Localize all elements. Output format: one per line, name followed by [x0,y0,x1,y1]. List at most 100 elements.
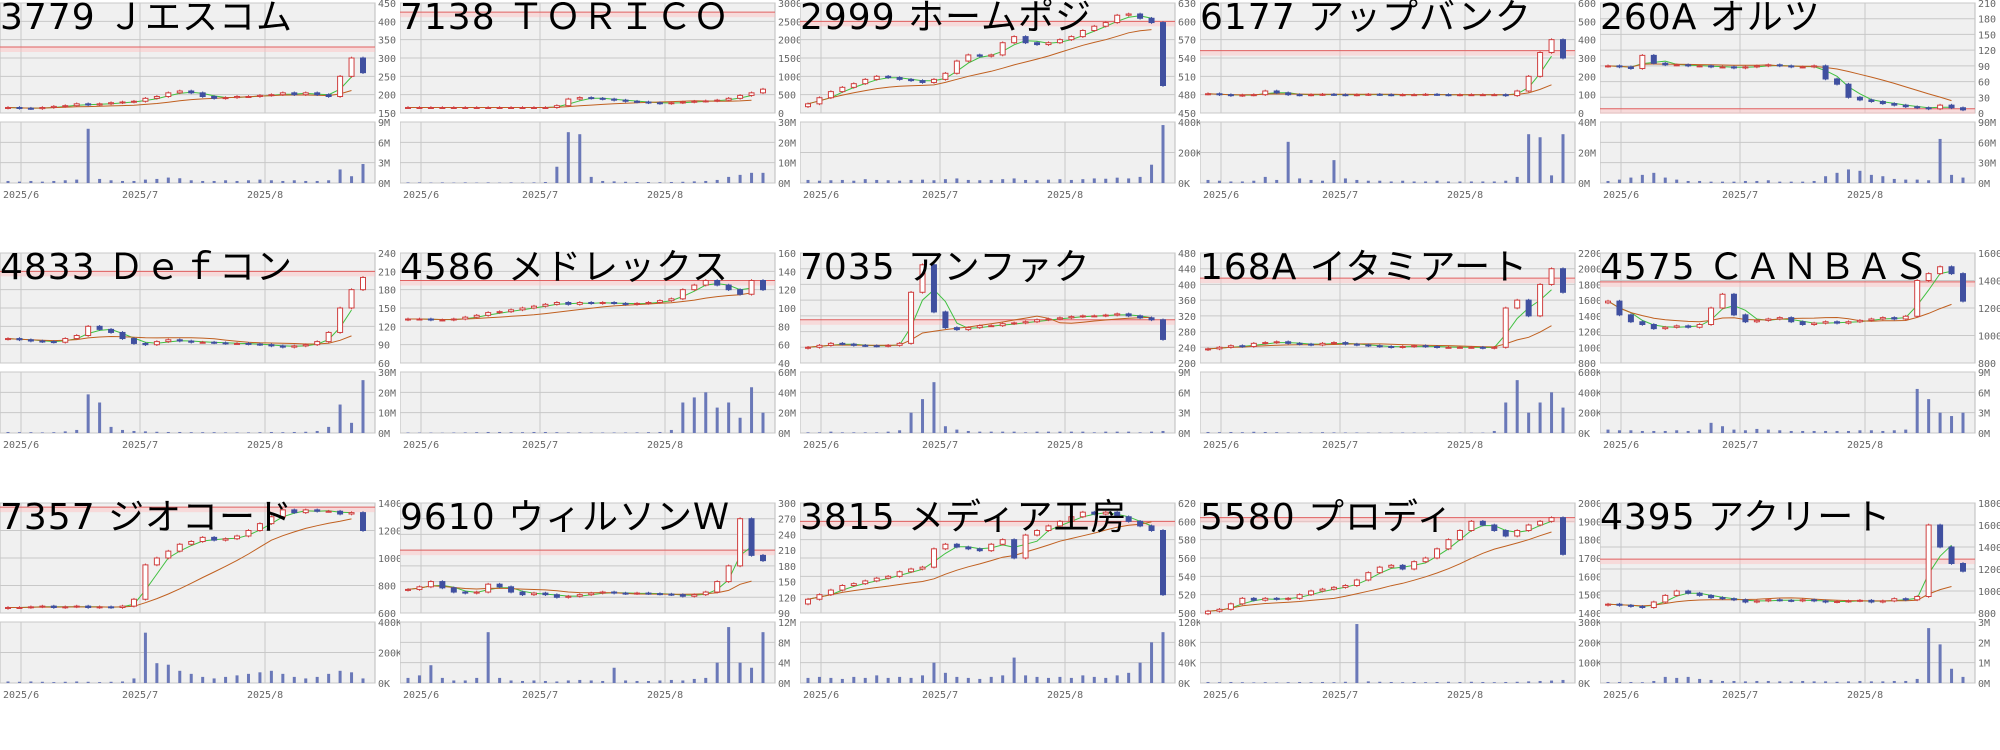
candle-body [1388,564,1395,568]
candle [1330,586,1337,591]
stock-chart[interactable]: 160 140 120 100 80 60 40 60M 40M 20M 0M 2025/6 2025/… [400,248,800,500]
stock-chart[interactable]: 1600 1400 1200 1000 800 9M 6M 3M 0M 2025/6 2025/7 2… [1600,248,2000,500]
candle [1627,65,1634,70]
candle [176,89,183,95]
stock-chart[interactable]: 1400 1200 1000 800 600 400K 200K 0K 2025/6 2025/7… [0,498,400,750]
candle-body [1730,598,1737,601]
stock-chart[interactable]: 620 600 580 560 540 520 500 120K 80K 40K 0K 2025/6 2… [800,498,1200,750]
candle [1696,323,1703,329]
candle-body [656,593,663,596]
candle-body [1639,605,1646,609]
candle-body [999,539,1006,545]
candle [234,95,241,99]
candle [1273,597,1280,601]
price-tick-label: 100 [1578,91,1596,102]
ma-long-line [807,29,1152,105]
candle [942,71,949,81]
volume-bar [1024,675,1028,683]
candle [1948,265,1955,275]
stock-chart[interactable]: 450 400 350 300 250 200 150 9M 6M 3M 0M 2025/6 2025/… [0,0,400,250]
candle [1034,318,1041,324]
volume-bar [1550,392,1554,433]
price-tick-label: 1600 [1578,296,1600,307]
price-tick-label: 630 [1178,0,1196,10]
candle-body [1879,317,1886,320]
volume-bar [1024,432,1028,433]
candle [1914,105,1921,110]
candle-body [199,92,206,98]
volume-bar [1263,176,1267,183]
candle [360,56,366,74]
volume-bar [269,180,273,183]
date-tick-label: 2025/7 [1322,190,1358,201]
stock-chart[interactable]: 300 270 240 210 180 150 120 90 12M 8M 4M 0M 2025/6 20… [400,498,800,750]
stock-chart[interactable]: 2200 2000 1800 1600 1400 1200 1000 800 600K 400K 2… [1200,248,1600,500]
candle [1491,345,1498,350]
stock-chart[interactable]: 2000 1900 1800 1700 1600 1500 1400 300K 200K 100K… [1200,498,1600,750]
volume-bar [829,180,833,183]
stock-chart[interactable]: 480 440 400 360 320 280 240 200 9M 6M 3M 0M 2025/6 20… [800,248,1200,500]
volume-tick-label: 6M [1978,388,1990,399]
volume-bar [1092,178,1096,183]
stock-chart[interactable]: 240 210 180 150 120 90 60 30M 20M 10M 0M 2025/6 2025… [0,248,400,500]
candle-body [976,548,983,552]
candle [1914,595,1921,602]
volume-bar [1150,431,1154,433]
candle-body [302,509,309,514]
candle-body [919,80,926,83]
candle-body [1673,590,1680,596]
volume-bar [1343,681,1347,683]
candle-body [16,107,23,109]
candle-body [1502,94,1509,97]
candle [1239,597,1246,606]
candle-body [1845,600,1852,603]
candle [325,331,332,343]
candle-body [1662,62,1669,66]
candle-body [679,594,686,597]
stock-chart[interactable]: 600 500 400 300 200 100 0 40M 20M 0M 2025/6 2025/7 2… [1200,0,1600,250]
reference-band [0,47,375,52]
candle-body [1068,316,1075,319]
candle-body [39,107,46,110]
volume-bar [1698,678,1702,683]
volume-panel [800,371,1176,434]
candle-body [268,344,275,347]
volume-tick-label: 10M [378,409,396,420]
volume-bar [1755,680,1759,683]
candle-body [576,97,583,100]
stock-chart[interactable]: 210 180 150 120 90 60 30 0 90M 60M 30M 0M 2025/6 2025… [1600,0,2000,250]
candle [1022,320,1029,325]
volume-bar [635,432,639,433]
candle [62,337,69,344]
volume-bar [1698,429,1702,433]
candle-body [1216,346,1223,350]
volume-bar [555,432,559,433]
stock-chart[interactable]: 3000 2500 2000 1500 1000 500 0 30M 20M 10M 0M 2025/… [400,0,800,250]
candle-body [1296,342,1303,345]
candle-body [1525,524,1532,531]
volume-bar [498,677,502,683]
volume-bar [406,677,410,683]
candle [427,580,434,589]
candle-body [953,60,960,74]
candle-body [39,605,46,608]
volume-bar [281,432,285,433]
stock-chart[interactable]: 630 600 570 540 510 480 450 400K 200K 0K 2025/6 202… [800,0,1200,250]
date-tick-label: 2025/6 [1203,190,1239,201]
volume-bar [898,430,902,433]
candle [1102,510,1109,516]
candle [337,75,344,98]
volume-bar [498,431,502,433]
volume-bar [1743,430,1747,433]
date-tick-label: 2025/6 [3,440,39,451]
candle [1068,315,1075,320]
volume-bar [1286,682,1290,683]
volume-bar [1858,170,1862,183]
candle-body [1034,319,1041,323]
stock-chart[interactable]: 1800 1600 1400 1200 1000 800 3M 2M 1M 0M 2025/6 202… [1600,498,2000,750]
volume-tick-label: 30M [1978,159,1996,170]
candle-body [1296,94,1303,97]
candle [1227,344,1234,349]
price-tick-label: 400 [1178,280,1196,291]
candle [553,301,560,306]
